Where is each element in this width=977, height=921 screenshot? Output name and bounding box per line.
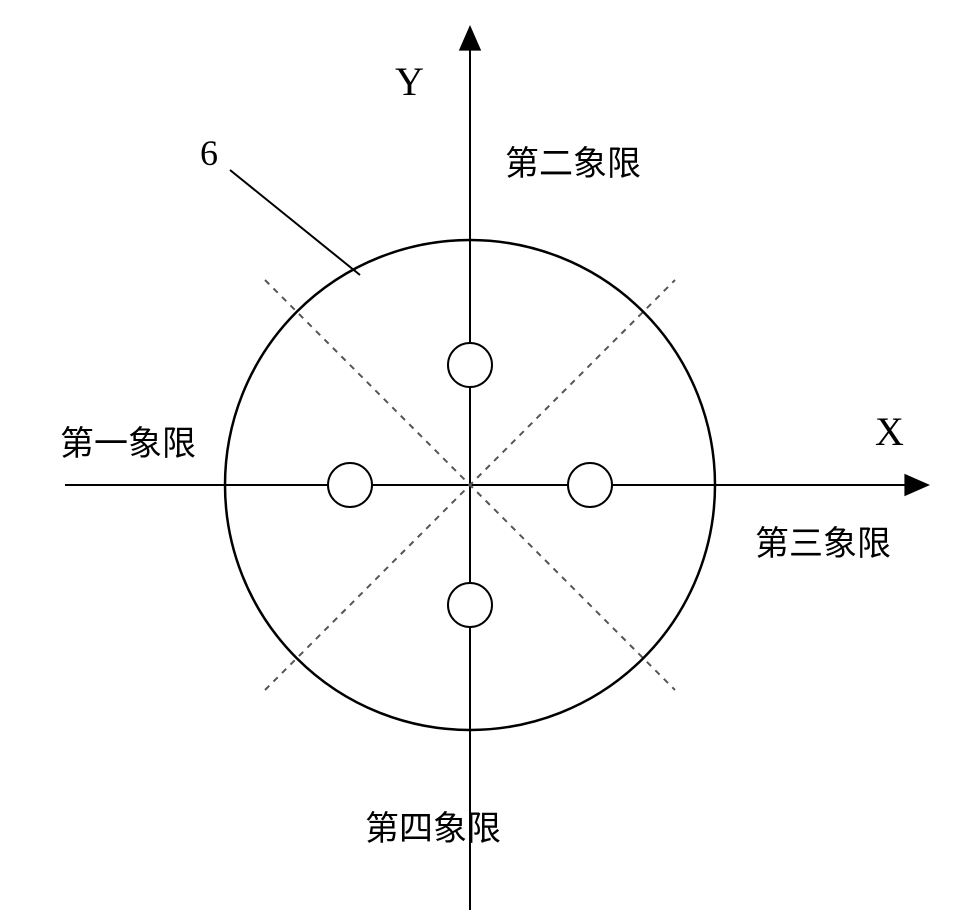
callout-line: [230, 170, 360, 275]
small-circle-left: [328, 463, 372, 507]
small-circle-bottom: [448, 583, 492, 627]
quadrant-diagram: 第一象限 第二象限第三象限第四象限 X Y 6: [0, 0, 977, 921]
small-circle-top: [448, 343, 492, 387]
y-axis-label: Y: [395, 59, 424, 104]
quadrant-4-label: 第四象限: [365, 810, 501, 848]
quadrant-2-label: 第二象限: [505, 145, 641, 183]
quadrant-1-label: 第一象限: [60, 425, 196, 463]
x-axis-label: X: [875, 409, 904, 454]
small-circle-right: [568, 463, 612, 507]
quadrant-3-label: 第三象限: [755, 525, 891, 563]
y-axis-arrowhead: [459, 25, 481, 51]
x-axis-arrowhead: [904, 474, 930, 496]
callout-number-label: 6: [200, 133, 218, 173]
